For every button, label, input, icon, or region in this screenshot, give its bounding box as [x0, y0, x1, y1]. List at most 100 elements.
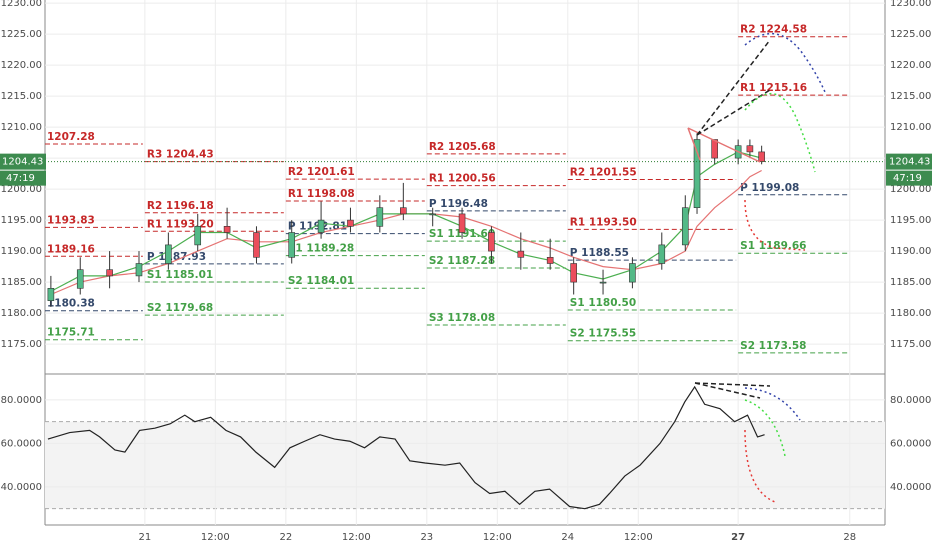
pivot-label: 1175.71 [47, 327, 95, 339]
candle-body [570, 263, 577, 283]
pivot-label: P 1188.55 [570, 247, 629, 259]
candle-body [681, 207, 689, 246]
y-tick-label: 1210.00 [890, 122, 931, 133]
pivot-label: 1180.38 [47, 298, 95, 310]
x-tick-label: 27 [731, 532, 745, 543]
pivot-label: S3 1178.08 [429, 312, 495, 324]
x-tick-label: 12:00 [201, 532, 230, 543]
pivot-label: R1 1200.56 [429, 173, 496, 185]
pivot-label: R2 1205.68 [429, 141, 496, 153]
moving-average [50, 151, 762, 292]
pivot-label: R2 1224.58 [740, 24, 807, 36]
pivot-label: R1 1215.16 [740, 82, 807, 94]
y-tick-label-left: 1200.00 [1, 184, 42, 195]
pivot-label: R3 1204.43 [147, 149, 214, 161]
pivot-label: R1 1193.20 [147, 218, 214, 230]
candle-body [658, 244, 666, 264]
candle-body [376, 207, 384, 227]
rsi-tick-label-left: 60.0000 [1, 438, 42, 449]
projection-drawings [687, 32, 826, 503]
rsi-tick-label-left: 80.0000 [1, 395, 42, 406]
pivot-label: S1 1185.01 [147, 269, 213, 281]
pivot-label: S2 1184.01 [288, 275, 354, 287]
candle-body [429, 213, 436, 216]
y-tick-label: 1175.00 [890, 339, 931, 350]
projection-red [744, 199, 806, 251]
candle-body [288, 232, 296, 258]
countdown-box [886, 170, 932, 186]
candle-body [253, 232, 260, 258]
y-tick-label-left: 1195.00 [1, 215, 42, 226]
pivot-label: S2 1187.28 [429, 255, 495, 267]
pivot-label: S2 1175.55 [570, 328, 636, 340]
pivot-label: R1 1193.50 [570, 216, 637, 228]
pivot-label: P 1199.08 [740, 182, 799, 194]
pivot-label: P 1192.81 [288, 221, 347, 233]
candle-body [76, 269, 84, 289]
y-tick-label: 1195.00 [890, 215, 931, 226]
pivot-label: S2 1173.58 [740, 340, 806, 352]
rsi-tick-label: 60.0000 [890, 438, 931, 449]
pivot-label: P 1196.48 [429, 198, 488, 210]
y-tick-label: 1230.00 [890, 0, 931, 9]
candle-body [458, 213, 466, 233]
candle-body [317, 219, 325, 233]
candle-body [135, 263, 143, 277]
y-tick-label: 1215.00 [890, 91, 931, 102]
y-tick-label-left: 1220.00 [1, 60, 42, 71]
candle-body [223, 226, 231, 233]
rsi-tick-label: 80.0000 [890, 395, 931, 406]
last-price-box [0, 153, 46, 170]
countdown-label: 47:19 [893, 173, 922, 184]
candle-body [546, 256, 554, 264]
y-tick-label-left: 1185.00 [1, 277, 42, 288]
x-tick-label: 28 [843, 532, 856, 543]
candle-body [599, 281, 607, 284]
rsi-projection-dashed [694, 382, 771, 399]
x-tick-label: 22 [279, 532, 292, 543]
pivot-label: S1 1189.28 [288, 243, 354, 255]
candle-body [488, 232, 495, 252]
countdown-box [0, 170, 46, 186]
pivot-label: 1189.16 [47, 243, 95, 255]
countdown-label: 47:19 [6, 173, 35, 184]
candle-body [693, 139, 701, 208]
candle-body [194, 226, 202, 246]
rsi-projection-red [744, 429, 776, 503]
rsi-tick-label-left: 40.0000 [1, 482, 42, 493]
rsi-line [47, 385, 765, 510]
pivot-label: S1 1189.66 [740, 240, 806, 252]
candle-body [746, 145, 754, 153]
y-tick-label-left: 1215.00 [1, 91, 42, 102]
y-tick-label: 1220.00 [890, 60, 931, 71]
moving-average [50, 169, 762, 296]
x-tick-label: 12:00 [483, 532, 512, 543]
x-tick-label: 12:00 [624, 532, 653, 543]
pivot-label: R2 1201.61 [288, 166, 355, 178]
x-tick-label: 24 [561, 532, 574, 543]
candle-body [106, 269, 113, 277]
candle-body [711, 139, 718, 159]
y-tick-label: 1225.00 [890, 29, 931, 40]
y-tick-label: 1200.00 [890, 184, 931, 195]
rsi-projection-blue [744, 387, 801, 421]
last-price-box [886, 153, 932, 170]
y-tick-label-left: 1190.00 [1, 246, 42, 257]
projection-dashed [696, 39, 771, 136]
candle-body [47, 287, 55, 301]
y-tick-label-left: 1180.00 [1, 308, 42, 319]
x-tick-label: 21 [138, 532, 151, 543]
candle-body [758, 151, 765, 162]
candle-body [165, 244, 172, 264]
pivot-label: R1 1198.08 [288, 188, 355, 200]
pivot-label: R2 1196.18 [147, 200, 214, 212]
projection-green [744, 92, 816, 173]
candle-body [629, 263, 636, 283]
pivot-label: S2 1179.68 [147, 302, 213, 314]
x-tick-label: 12:00 [342, 532, 371, 543]
y-tick-label: 1190.00 [890, 246, 931, 257]
rsi-tick-label: 40.0000 [890, 482, 931, 493]
last-price-label: 1204.43 [889, 157, 930, 168]
